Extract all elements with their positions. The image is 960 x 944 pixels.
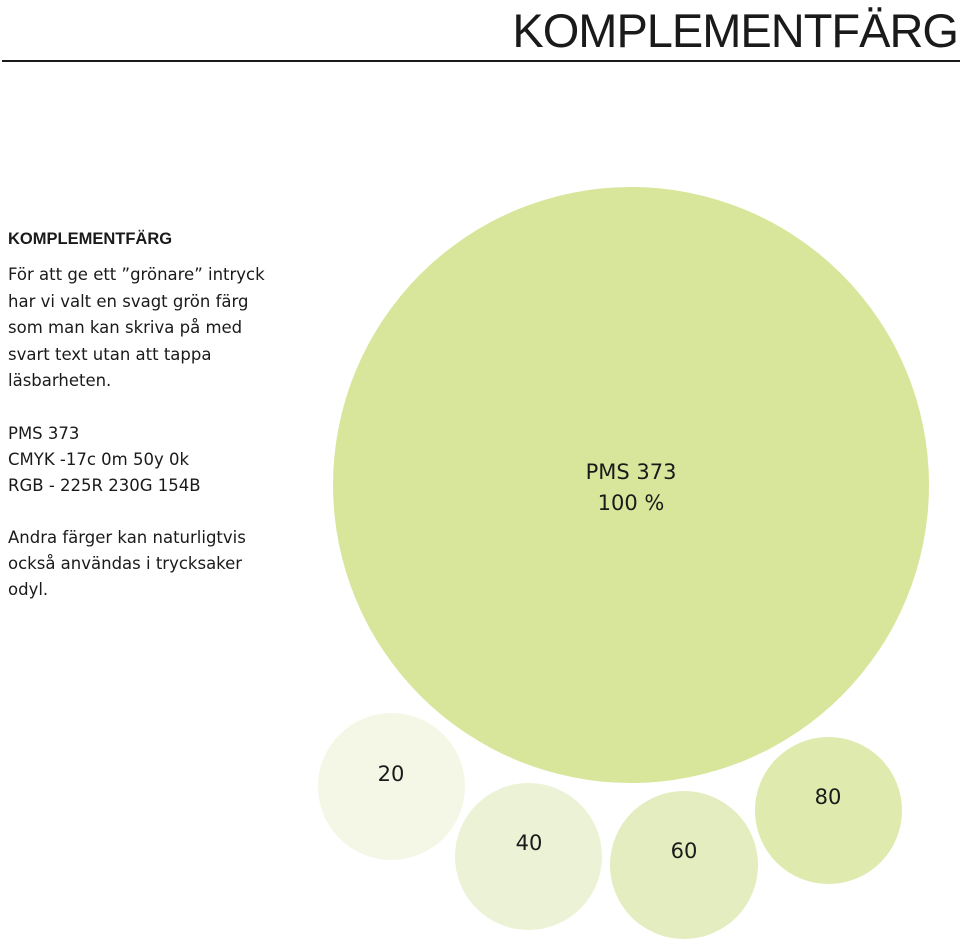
swatch-main-label: PMS 373 100 % xyxy=(531,457,731,519)
swatch-tint-60-label: 60 xyxy=(670,839,698,863)
spec-rgb: RGB - 225R 230G 154B xyxy=(8,475,201,495)
intro-line: För att ge ett ”grönare” intryck xyxy=(8,265,265,284)
intro-line: svart text utan att tappa xyxy=(8,344,212,364)
text-column: KOMPLEMENTFÄRG För att ge ett ”grönare” … xyxy=(8,228,328,603)
intro-line: läsbarheten. xyxy=(8,371,112,390)
note-line: också användas i trycksaker xyxy=(8,553,243,573)
swatch-main-percent: 100 % xyxy=(597,491,665,515)
swatch-tint-20-label: 20 xyxy=(377,762,405,786)
swatch-tint-60-circle xyxy=(610,791,758,939)
note-paragraph: Andra färger kan naturligtvis också anvä… xyxy=(8,525,328,603)
intro-line: har vi valt en svagt grön färg xyxy=(8,291,249,311)
note-line: Andra färger kan naturligtvis xyxy=(8,527,246,547)
color-specs: PMS 373 CMYK -17c 0m 50y 0k RGB - 225R 2… xyxy=(8,421,328,499)
spec-cmyk: CMYK -17c 0m 50y 0k xyxy=(8,449,190,469)
swatch-tint-80-circle xyxy=(755,737,902,884)
title-divider xyxy=(2,60,960,62)
page-title: KOMPLEMENTFÄRG xyxy=(512,4,959,57)
swatch-tint-40-label: 40 xyxy=(515,831,543,855)
section-heading: KOMPLEMENTFÄRG xyxy=(8,230,173,248)
swatch-main-circle xyxy=(333,187,929,783)
swatch-tint-80-label: 80 xyxy=(814,785,842,809)
swatch-main-name: PMS 373 xyxy=(585,460,677,484)
swatch-tint-20-circle xyxy=(318,713,465,860)
note-line: odyl. xyxy=(8,579,49,599)
spec-pms: PMS 373 xyxy=(8,423,80,443)
intro-paragraph: För att ge ett ”grönare” intryck har vi … xyxy=(8,262,328,395)
intro-line: som man kan skriva på med xyxy=(8,318,243,337)
swatch-tint-40-circle xyxy=(455,783,602,930)
